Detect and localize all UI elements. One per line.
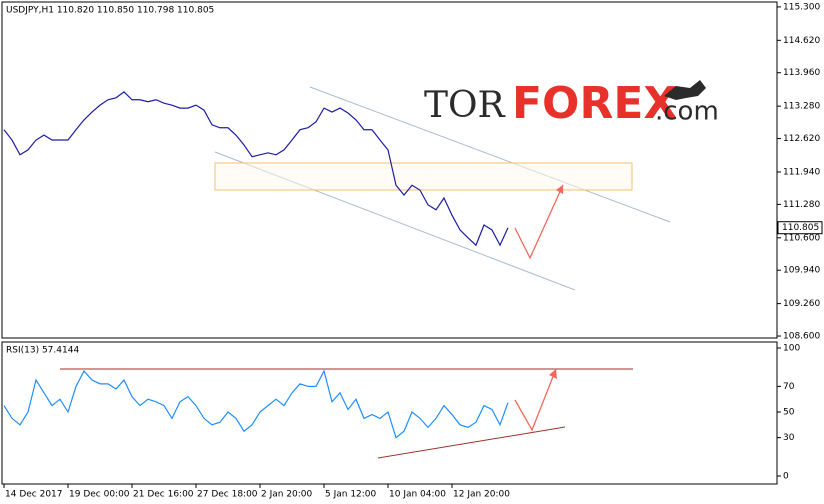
forecast-arrow	[514, 184, 564, 260]
annotations	[60, 86, 671, 459]
price-tag-label: 110.805	[782, 223, 819, 233]
chart-title: USDJPY,H1 110.820 110.850 110.798 110.80…	[6, 6, 214, 16]
logo-part: .com	[655, 97, 719, 127]
x-tick-label: 14 Dec 2017	[5, 490, 63, 500]
x-tick-label: 5 Jan 12:00	[325, 490, 377, 500]
chart-title: RSI(13) 57.4144	[6, 346, 79, 356]
y-tick-label: 111.280	[783, 200, 820, 210]
y-tick-label: 113.280	[783, 102, 820, 112]
y-tick-label: 114.620	[783, 36, 820, 46]
logo-icon	[664, 80, 706, 100]
arrow-head	[549, 369, 557, 379]
channel-line	[309, 86, 671, 223]
rsi-panel	[1, 341, 778, 485]
watermark: TOR FOREX .com	[424, 78, 719, 129]
arrow-head	[556, 185, 563, 194]
x-tick-label: 12 Jan 20:00	[453, 490, 510, 500]
y-tick-label: 100	[783, 344, 800, 354]
price-line	[3, 91, 509, 247]
x-tick-label: 19 Dec 00:00	[69, 490, 130, 500]
rsi-support	[377, 426, 566, 459]
price-tag	[777, 221, 823, 235]
zone-box	[214, 162, 633, 191]
forecast-arrow	[514, 368, 557, 432]
x-tick-label: 2 Jan 20:00	[261, 490, 313, 500]
y-tick-label: 109.260	[783, 299, 820, 309]
y-tick-label: 50	[783, 408, 795, 418]
y-tick-label: 111.940	[783, 167, 820, 177]
y-tick-label: 113.960	[783, 68, 820, 78]
y-tick-label: 70	[783, 382, 795, 392]
logo-part: FOREX	[512, 78, 677, 129]
y-tick-label: 108.600	[783, 332, 820, 342]
x-tick-label: 10 Jan 04:00	[389, 490, 446, 500]
y-tick-label: 110.600	[783, 233, 820, 243]
price-line	[3, 369, 509, 439]
y-tick-label: 112.620	[783, 134, 820, 144]
x-tick-label: 21 Dec 16:00	[133, 490, 194, 500]
x-tick-label: 27 Dec 18:00	[197, 490, 258, 500]
logo-part: TOR	[424, 85, 506, 126]
y-tick-label: 30	[783, 433, 795, 443]
price-panel	[1, 1, 778, 339]
y-tick-label: 115.300	[783, 2, 820, 12]
y-tick-label: 0	[783, 472, 789, 482]
y-tick-label: 109.940	[783, 266, 820, 276]
